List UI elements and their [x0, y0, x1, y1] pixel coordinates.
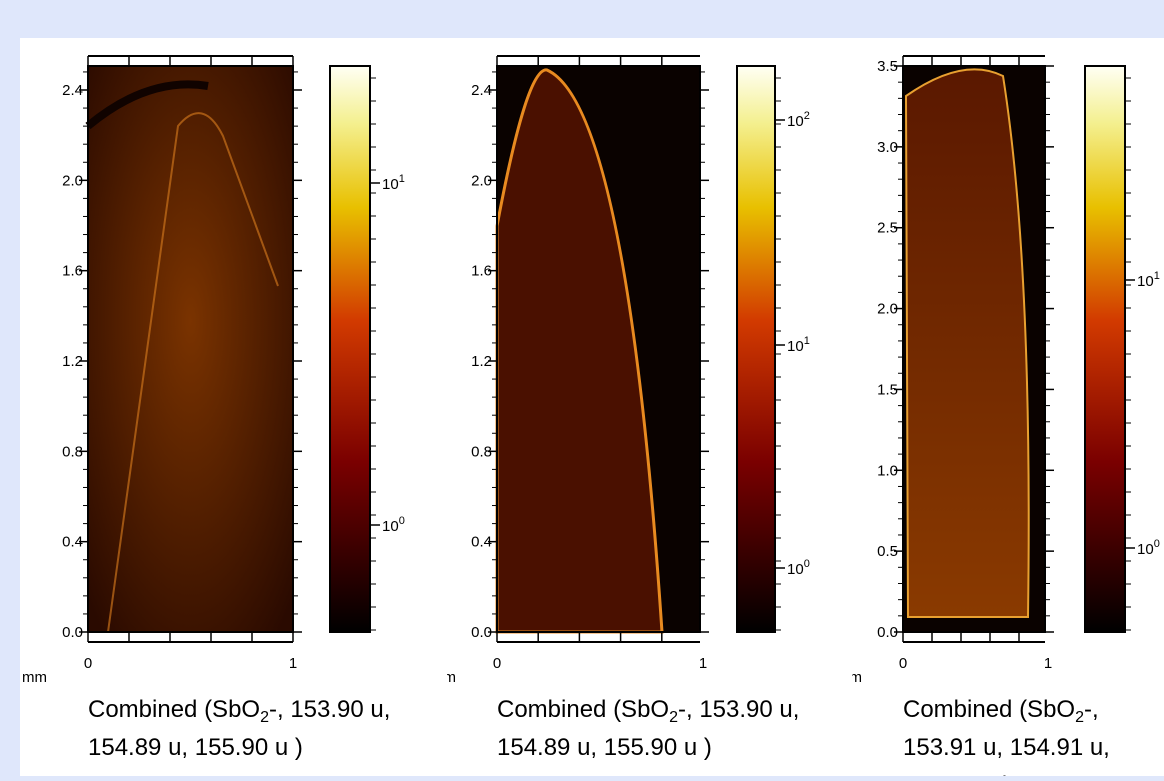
label-base: 10 — [787, 561, 804, 578]
label-base: 10 — [1137, 273, 1154, 290]
y-tick-label: 1.2 — [471, 353, 492, 370]
dark-edge — [85, 80, 209, 130]
image-frame — [87, 65, 294, 633]
caption-line: 153.91 u, 154.91 u, — [903, 734, 1110, 761]
label-base: 10 — [1137, 541, 1154, 558]
y-tick-label: 2.0 — [471, 172, 492, 189]
colorbar-label: 101 — [382, 173, 405, 193]
y-tick-label: 1.2 — [62, 353, 83, 370]
unit-label: mm — [22, 669, 47, 686]
caption-line: MC: 22; TC: 2.093e+005 — [88, 772, 351, 776]
caption-subscript: 2 — [669, 709, 678, 726]
y-tick-label: 2.0 — [877, 301, 898, 318]
unit-label: mm — [837, 669, 862, 686]
y-tick-label: 1.6 — [471, 263, 492, 280]
caption-text: Combined (SbO — [497, 696, 669, 723]
sample-outline — [107, 112, 279, 633]
y-tick-label: 2.0 — [62, 172, 83, 189]
caption-text: 154.89 u, 155.90 u ) — [88, 734, 303, 761]
x-tick-label: 0 — [899, 655, 907, 672]
y-tick-label: 0.0 — [471, 624, 492, 641]
panel: 0.00.51.01.52.02.53.03.501mm101100Combin… — [837, 55, 1160, 776]
sims-image — [88, 66, 293, 632]
caption-line: Combined (SbO2-, 153.90 u, — [497, 696, 799, 726]
y-tick-label: 2.4 — [62, 82, 83, 99]
x-tick-label: 1 — [1044, 655, 1052, 672]
label-base: 10 — [382, 176, 399, 193]
y-tick-label: 0.4 — [62, 534, 83, 551]
y-tick-label: 1.6 — [62, 263, 83, 280]
caption-text: Combined (SbO — [88, 696, 260, 723]
colorbar-label: 101 — [1137, 270, 1160, 290]
y-tick-label: 0.0 — [62, 624, 83, 641]
label-exponent: 0 — [804, 558, 810, 570]
label-exponent: 1 — [1154, 270, 1160, 282]
y-tick-label: 0.5 — [877, 543, 898, 560]
caption-subscript: 2 — [1075, 709, 1084, 726]
caption-line: MC: 187; TC: 2.318e+005 — [497, 772, 773, 776]
y-tick-label: 2.5 — [877, 220, 898, 237]
panel: 0.00.40.81.21.62.02.401mm102101100Combin… — [431, 55, 810, 776]
caption-subscript: 2 — [260, 709, 269, 726]
label-base: 10 — [787, 338, 804, 355]
x-tick-label: 0 — [493, 655, 501, 672]
y-tick-label: 3.0 — [877, 139, 898, 156]
caption-text: MC: 22; TC: 2.093e+005 — [88, 772, 351, 776]
label-base: 10 — [382, 518, 399, 535]
caption-text: 154.89 u, 155.90 u ) — [497, 734, 712, 761]
colorbar-label: 101 — [787, 335, 810, 355]
x-tick-label: 0 — [84, 655, 92, 672]
caption-line: 154.89 u, 155.90 u ) — [88, 734, 303, 761]
image-frame — [496, 65, 701, 633]
y-tick-label: 0.8 — [62, 443, 83, 460]
y-tick-label: 3.5 — [877, 58, 898, 75]
caption-text: Combined (SbO — [903, 696, 1075, 723]
x-tick-label: 1 — [699, 655, 707, 672]
label-exponent: 1 — [804, 335, 810, 347]
label-exponent: 1 — [399, 173, 405, 185]
caption-line: 155.93 u ) — [903, 772, 1011, 776]
y-tick-label: 0.8 — [471, 443, 492, 460]
panel: 0.00.40.81.21.62.02.40 1mm101100Combined … — [22, 55, 405, 776]
colorbar-label: 100 — [382, 515, 405, 535]
label-exponent: 0 — [1154, 538, 1160, 550]
unit-label: mm — [431, 669, 456, 686]
sample — [904, 68, 1030, 618]
label-exponent: 2 — [804, 110, 810, 122]
caption-line: Combined (SbO2-, — [903, 696, 1099, 726]
caption-text: -, 153.90 u, — [269, 696, 390, 723]
colorbar-label: 100 — [1137, 538, 1160, 558]
y-tick-label: 0.4 — [471, 534, 492, 551]
sample — [495, 68, 664, 634]
label-base: 10 — [787, 113, 804, 130]
colorbar — [329, 65, 371, 633]
caption-text: 153.91 u, 154.91 u, — [903, 734, 1110, 761]
colorbar — [1084, 65, 1126, 633]
caption-text: MC: 187; TC: 2.318e+005 — [497, 772, 773, 776]
colorbar-label: 100 — [787, 558, 810, 578]
image-frame — [902, 65, 1046, 633]
colorbar — [736, 65, 776, 633]
caption-line: 154.89 u, 155.90 u ) — [497, 734, 712, 761]
y-tick-label: 1.5 — [877, 381, 898, 398]
caption-line: Combined (SbO2-, 153.90 u, — [88, 696, 390, 726]
caption-text: -, 153.90 u, — [678, 696, 799, 723]
y-tick-label: 0.0 — [877, 624, 898, 641]
y-tick-label: 2.4 — [471, 82, 492, 99]
colorbar-label: 102 — [787, 110, 810, 130]
y-tick-label: 1.0 — [877, 462, 898, 479]
x-tick-label: 1 — [289, 655, 297, 672]
label-exponent: 0 — [399, 515, 405, 527]
caption-text: -, — [1084, 696, 1099, 723]
caption-text: 155.93 u ) — [903, 772, 1011, 776]
